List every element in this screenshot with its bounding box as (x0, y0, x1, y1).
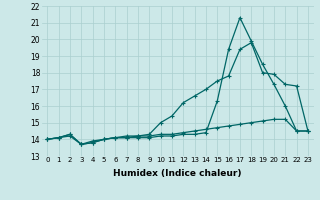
X-axis label: Humidex (Indice chaleur): Humidex (Indice chaleur) (113, 169, 242, 178)
